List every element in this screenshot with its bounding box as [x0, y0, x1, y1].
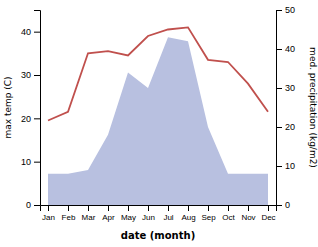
- tick-label: 20: [21, 114, 31, 124]
- tick-mark: [34, 162, 40, 163]
- tick: Sep: [201, 205, 216, 222]
- tick-mark: [48, 205, 49, 211]
- tick-mark: [276, 88, 282, 89]
- tick-label: Feb: [62, 213, 76, 222]
- tick-mark: [208, 205, 209, 211]
- marks: [48, 27, 268, 205]
- plot-area: Jan Feb Mar Apr May Jun Jul Aug Sep Oct Nov Dec 0 10 2…: [21, 5, 295, 221]
- chart: Jan Feb Mar Apr May Jun Jul Aug Sep Oct Nov Dec 0 10 2…: [0, 0, 318, 247]
- y2-axis: 0 10 20 30 40 50: [276, 5, 295, 210]
- tick: 40: [276, 44, 295, 54]
- tick: 0: [276, 200, 290, 210]
- tick-label: 0: [285, 200, 290, 210]
- tick-mark: [168, 205, 169, 211]
- tick-mark: [34, 32, 40, 33]
- tick-mark: [34, 205, 40, 206]
- x-axis: Jan Feb Mar Apr May Jun Jul Aug Sep Oct Nov Dec: [41, 205, 277, 222]
- tick-label: 50: [285, 5, 295, 15]
- tick-label: Jun: [142, 213, 155, 222]
- tick-mark: [276, 166, 282, 167]
- tick-mark: [34, 118, 40, 119]
- tick: Oct: [222, 205, 235, 222]
- tick-label: 40: [285, 44, 295, 54]
- tick-mark: [248, 205, 249, 211]
- tick-mark: [34, 75, 40, 76]
- tick: 30: [276, 83, 295, 93]
- tick: Dec: [261, 205, 275, 222]
- tick: Nov: [241, 205, 255, 222]
- axis-line: [277, 11, 283, 206]
- tick: 10: [276, 161, 295, 171]
- tick-mark: [148, 205, 149, 211]
- tick: Feb: [62, 205, 76, 222]
- tick-label: 40: [21, 27, 31, 37]
- tick: Aug: [181, 205, 195, 222]
- tick-label: 20: [285, 122, 295, 132]
- tick-label: Jul: [163, 213, 173, 222]
- tick-label: May: [121, 213, 136, 222]
- tick-mark: [188, 205, 189, 211]
- y2-axis-title: med. precipitation (kg/m2): [308, 47, 318, 168]
- tick: 10: [21, 157, 40, 167]
- tick-label: Oct: [222, 213, 235, 222]
- tick-label: Sep: [201, 213, 216, 222]
- tick: 0: [26, 200, 40, 210]
- tick: Apr: [102, 205, 115, 222]
- tick: 50: [276, 5, 295, 15]
- tick-label: 30: [285, 83, 295, 93]
- tick-label: Nov: [241, 213, 255, 222]
- tick-mark: [276, 10, 282, 11]
- axis-line: [41, 206, 277, 212]
- tick-label: 10: [285, 161, 295, 171]
- tick: Mar: [82, 205, 96, 222]
- tick-label: 0: [26, 200, 31, 210]
- tick-mark: [276, 49, 282, 50]
- tick-label: Mar: [82, 213, 96, 222]
- tick-label: 10: [21, 157, 31, 167]
- tick-mark: [276, 205, 282, 206]
- y-axis: 0 10 20 30 40: [21, 11, 41, 211]
- tick: Jan: [42, 205, 55, 222]
- tick: 30: [21, 70, 40, 80]
- tick-label: Jan: [42, 213, 55, 222]
- tick-label: Aug: [181, 213, 195, 222]
- tick-label: Apr: [102, 213, 115, 222]
- tick: Jun: [142, 205, 155, 222]
- tick-mark: [68, 205, 69, 211]
- tick: 20: [21, 114, 40, 124]
- tick-label: Dec: [261, 213, 275, 222]
- tick: May: [121, 205, 136, 222]
- tick: 20: [276, 122, 295, 132]
- tick-mark: [88, 205, 89, 211]
- tick: 40: [21, 27, 40, 37]
- area: [48, 37, 268, 205]
- tick-mark: [268, 205, 269, 211]
- tick-label: 30: [21, 70, 31, 80]
- tick: Jul: [163, 205, 173, 222]
- tick-mark: [108, 205, 109, 211]
- x-axis-title: date (month): [121, 230, 195, 241]
- y-axis-title: max temp (C): [3, 76, 13, 138]
- tick-mark: [228, 205, 229, 211]
- axis-line: [34, 11, 41, 206]
- line: [48, 27, 268, 120]
- tick-mark: [276, 127, 282, 128]
- tick-mark: [128, 205, 129, 211]
